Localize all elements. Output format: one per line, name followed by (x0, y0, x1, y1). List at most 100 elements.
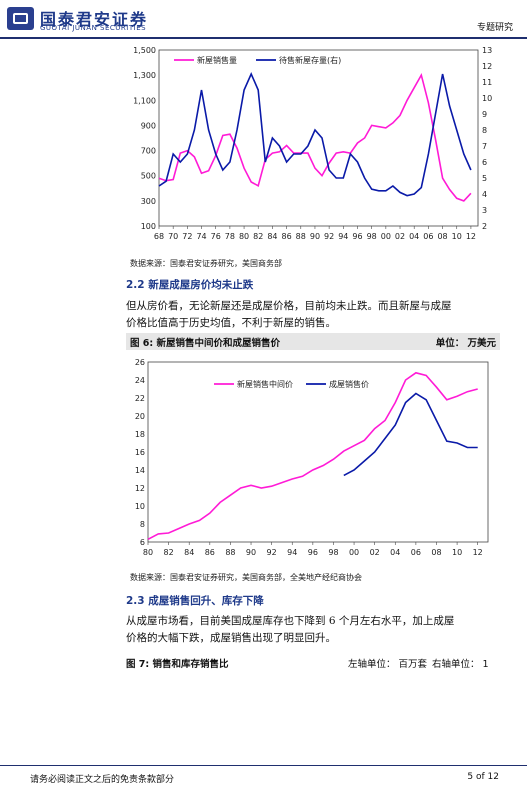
y-right-tick-label: 3 (482, 206, 487, 215)
x-tick-label: 06 (411, 548, 421, 557)
x-tick-label: 12 (466, 232, 476, 241)
fig6-title-bar: 图 6: 新屋销售中间价和成屋销售价 单位： 万美元 (126, 333, 500, 350)
plot-frame (147, 361, 489, 543)
y-right-tick-label: 8 (482, 126, 487, 135)
y-tick-label: 22 (135, 394, 145, 403)
x-tick-label: 12 (473, 548, 483, 557)
y-left-tick-label: 700 (141, 147, 156, 156)
x-tick-label: 80 (143, 548, 153, 557)
fig7-title: 图 7: 销售和库存销售比 (126, 659, 229, 670)
fig5-source: 数据来源：国泰君安证券研究，美国商务部 (130, 259, 282, 268)
company-name-cn: 国泰君安证券 (40, 10, 149, 29)
x-tick-label: 90 (310, 232, 320, 241)
report-type: 专题研究 (476, 23, 513, 33)
legend-pink-label: 新屋销售中间价 (237, 379, 293, 389)
section-2-2-line2: 价格比值高于历史均值，不利于新屋的销售。 (126, 317, 336, 329)
x-tick-label: 80 (239, 232, 249, 241)
fig6-source: 数据来源：国泰君安证券研究，美国商务部，全美地产经纪商协会 (130, 573, 362, 582)
x-tick-label: 84 (184, 548, 194, 557)
y-right-tick-label: 12 (482, 62, 492, 71)
x-tick-label: 92 (324, 232, 334, 241)
x-tick-label: 86 (282, 232, 292, 241)
x-tick-label: 94 (338, 232, 348, 241)
y-tick-label: 18 (135, 430, 145, 439)
x-tick-label: 96 (308, 548, 318, 557)
y-left-tick-label: 1,500 (133, 46, 156, 55)
y-left-tick-label: 900 (141, 121, 156, 130)
footer-rule (0, 765, 527, 766)
x-tick-label: 68 (154, 232, 164, 241)
x-tick-label: 04 (390, 548, 400, 557)
x-tick-label: 70 (168, 232, 178, 241)
y-tick-label: 6 (140, 538, 145, 547)
x-tick-label: 72 (182, 232, 192, 241)
y-left-tick-label: 1,300 (133, 71, 156, 80)
y-right-tick-label: 2 (482, 222, 487, 231)
x-tick-label: 04 (409, 232, 419, 241)
y-left-tick-label: 1,100 (133, 96, 156, 105)
x-tick-label: 76 (211, 232, 221, 241)
x-tick-label: 08 (437, 232, 447, 241)
fig7-unit-left: 左轴单位： 百万套 (348, 659, 428, 670)
y-tick-label: 26 (135, 358, 145, 367)
x-tick-label: 10 (452, 232, 462, 241)
page-number: 5 of 12 (467, 772, 499, 782)
header-rule (0, 37, 527, 39)
section-2-3-line2: 价格的大幅下跌，成屋销售出现了明显回升。 (126, 632, 336, 644)
y-right-tick-label: 13 (482, 46, 492, 55)
x-tick-label: 74 (196, 232, 206, 241)
y-left-tick-label: 300 (141, 197, 156, 206)
x-tick-label: 00 (349, 548, 359, 557)
legend-pink-label: 新屋销售量 (197, 55, 237, 65)
y-tick-label: 16 (135, 448, 145, 457)
y-right-tick-label: 7 (482, 142, 487, 151)
footer-disclaimer: 请务必阅读正文之后的免责条款部分 (30, 775, 175, 785)
x-tick-label: 92 (267, 548, 277, 557)
y-right-tick-label: 5 (482, 174, 487, 183)
section-2-2-title: 2.2 新屋成屋房价均未止跌 (126, 279, 254, 291)
section-2-3-title: 2.3 成屋销售回升、库存下降 (126, 595, 264, 607)
x-tick-label: 10 (452, 548, 462, 557)
section-2-3-line1: 从成屋市场看，目前美国成屋库存也下降到 6 个月左右水平，加上成屋 (126, 615, 455, 627)
y-tick-label: 8 (140, 520, 145, 529)
y-left-tick-label: 500 (141, 172, 156, 181)
x-tick-label: 78 (225, 232, 235, 241)
legend-blue-label: 待售新屋存量(右) (279, 55, 341, 65)
y-left-tick-label: 100 (141, 222, 156, 231)
y-right-tick-label: 11 (482, 78, 492, 87)
x-tick-label: 98 (328, 548, 338, 557)
fig6-unit: 单位： 万美元 (435, 338, 496, 349)
y-tick-label: 10 (135, 502, 145, 511)
x-tick-label: 06 (423, 232, 433, 241)
sales-inventory-chart: 1,5001,3001,1009007005003001001312111098… (133, 46, 492, 241)
company-logo-icon (7, 7, 34, 30)
y-tick-label: 14 (135, 466, 145, 475)
y-tick-label: 24 (135, 376, 145, 385)
section-2-2-line1: 但从房价看，无论新屋还是成屋价格，目前均未止跌。而且新屋与成屋 (126, 300, 452, 312)
y-right-tick-label: 4 (482, 190, 487, 199)
x-tick-label: 02 (370, 548, 380, 557)
fig7-unit-right: 右轴单位： 1 (432, 659, 489, 670)
y-right-tick-label: 6 (482, 158, 487, 167)
y-right-tick-label: 9 (482, 110, 487, 119)
series-line (147, 371, 478, 541)
x-tick-label: 82 (253, 232, 263, 241)
x-tick-label: 90 (246, 548, 256, 557)
company-name-en: GUOTAI JUNAN SECURITIES (40, 24, 147, 32)
y-tick-label: 20 (135, 412, 145, 421)
x-tick-label: 98 (367, 232, 377, 241)
x-tick-label: 08 (431, 548, 441, 557)
x-tick-label: 88 (296, 232, 306, 241)
series-line (158, 72, 472, 202)
x-tick-label: 84 (267, 232, 277, 241)
y-tick-label: 12 (135, 484, 145, 493)
x-tick-label: 00 (381, 232, 391, 241)
x-tick-label: 88 (225, 548, 235, 557)
x-tick-label: 02 (395, 232, 405, 241)
x-tick-label: 96 (352, 232, 362, 241)
fig6-title: 图 6: 新屋销售中间价和成屋销售价 (130, 338, 281, 349)
x-tick-label: 86 (205, 548, 215, 557)
x-tick-label: 82 (164, 548, 174, 557)
series-line (158, 72, 472, 197)
